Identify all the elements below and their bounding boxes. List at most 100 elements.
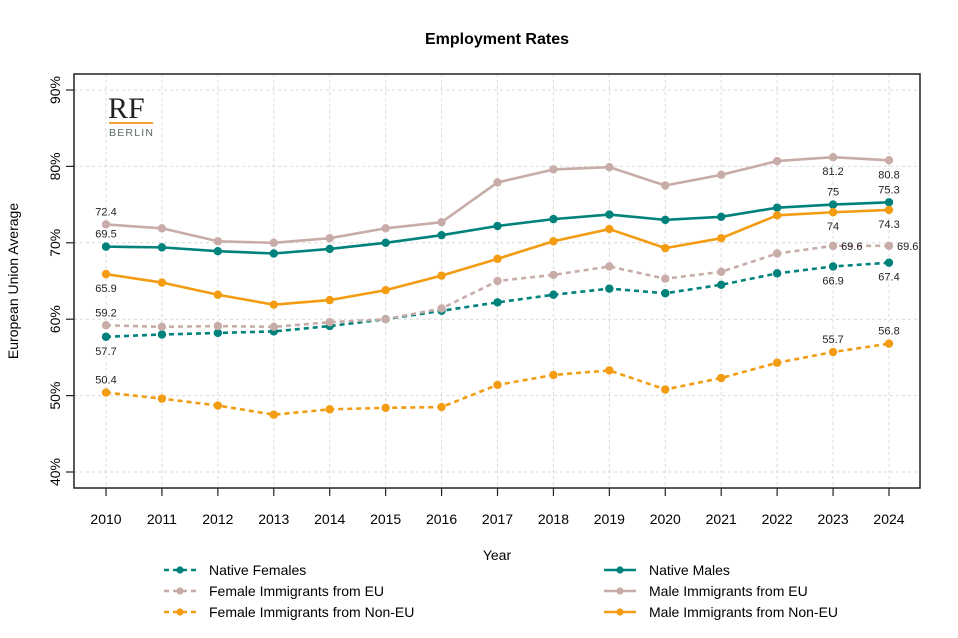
data-point-native-females bbox=[772, 269, 782, 278]
data-point-native-males bbox=[437, 230, 446, 240]
chart-title: Employment Rates bbox=[425, 31, 569, 48]
data-point-native-males bbox=[157, 243, 167, 252]
data-label-male-immigrants-from-eu: 81.2 bbox=[822, 166, 843, 178]
y-axis: 40% 50% 60% 70% 80% 90% bbox=[47, 76, 74, 486]
x-tick-label: 2010 bbox=[90, 511, 121, 527]
data-point-male-immigrants-from-eu bbox=[101, 220, 111, 229]
legend-label: Native Females bbox=[209, 562, 306, 578]
data-point-female-immigrants-from-non-eu bbox=[493, 380, 502, 390]
data-label-male-immigrants-from-non-eu: 74.3 bbox=[878, 219, 899, 231]
y-tick-label: 40% bbox=[47, 458, 63, 486]
data-label-male-immigrants-from-non-eu: 74 bbox=[827, 221, 839, 233]
x-axis-title: Year bbox=[483, 547, 512, 563]
data-point-female-immigrants-from-non-eu bbox=[381, 403, 390, 413]
data-point-male-immigrants-from-eu bbox=[213, 237, 223, 246]
y-tick-label: 80% bbox=[47, 152, 63, 180]
data-point-native-females bbox=[493, 298, 502, 307]
data-label-female-immigrants-from-non-eu: 56.8 bbox=[878, 326, 899, 338]
data-point-male-immigrants-from-eu bbox=[717, 170, 726, 180]
data-point-female-immigrants-from-non-eu bbox=[213, 401, 223, 410]
x-tick-label: 2011 bbox=[147, 511, 177, 527]
data-point-female-immigrants-from-non-eu bbox=[437, 402, 446, 412]
data-point-male-immigrants-from-eu bbox=[381, 224, 390, 233]
data-point-female-immigrants-from-eu bbox=[101, 321, 111, 330]
legend-label: Female Immigrants from Non-EU bbox=[209, 604, 414, 620]
data-label-native-females: 57.7 bbox=[95, 346, 116, 358]
data-point-native-males bbox=[661, 215, 670, 225]
data-point-male-immigrants-from-eu bbox=[661, 181, 670, 190]
data-point-native-males bbox=[381, 238, 390, 247]
data-label-native-females: 67.4 bbox=[878, 272, 899, 284]
data-point-female-immigrants-from-eu bbox=[325, 318, 334, 327]
data-label-female-immigrants-from-eu: 69.6 bbox=[897, 241, 918, 253]
legend-marker bbox=[176, 608, 184, 616]
x-tick-label: 2013 bbox=[258, 511, 289, 527]
data-point-female-immigrants-from-eu bbox=[493, 276, 502, 286]
x-tick-label: 2012 bbox=[202, 511, 233, 527]
data-point-male-immigrants-from-non-eu bbox=[605, 224, 614, 234]
data-point-male-immigrants-from-eu bbox=[884, 156, 894, 165]
data-point-female-immigrants-from-eu bbox=[269, 322, 278, 332]
y-tick-label: 60% bbox=[47, 305, 63, 333]
data-point-native-females bbox=[549, 290, 558, 299]
data-labels: 57.7 66.9 67.4 59.2 69.6 69.6 50.4 55.7 56.8 69.5… bbox=[95, 166, 918, 386]
x-tick-label: 2020 bbox=[650, 511, 681, 527]
rf-berlin-logo: RF BERLIN bbox=[108, 92, 153, 139]
data-point-native-males bbox=[884, 198, 894, 207]
x-tick-label: 2016 bbox=[426, 511, 457, 527]
data-label-female-immigrants-from-non-eu: 55.7 bbox=[822, 334, 843, 346]
data-point-female-immigrants-from-non-eu bbox=[717, 373, 726, 383]
data-point-male-immigrants-from-non-eu bbox=[493, 254, 502, 264]
data-point-native-females bbox=[213, 328, 223, 338]
data-point-native-males bbox=[101, 242, 111, 251]
x-tick-label: 2024 bbox=[873, 511, 904, 527]
data-label-male-immigrants-from-eu: 80.8 bbox=[878, 169, 899, 181]
y-tick-label: 90% bbox=[47, 76, 63, 104]
data-label-female-immigrants-from-non-eu: 50.4 bbox=[95, 375, 116, 387]
data-point-female-immigrants-from-eu bbox=[661, 274, 670, 283]
data-point-female-immigrants-from-eu bbox=[381, 315, 390, 324]
data-point-female-immigrants-from-eu bbox=[884, 241, 894, 251]
data-point-female-immigrants-from-eu bbox=[213, 321, 223, 331]
legend-marker bbox=[176, 587, 184, 595]
data-point-native-males bbox=[213, 247, 223, 256]
data-point-native-males bbox=[269, 249, 278, 258]
data-point-native-females bbox=[661, 289, 670, 298]
data-point-native-females bbox=[717, 280, 726, 290]
y-axis-title: European Union Average bbox=[5, 203, 21, 359]
data-point-male-immigrants-from-non-eu bbox=[381, 285, 390, 295]
data-point-male-immigrants-from-non-eu bbox=[717, 234, 726, 243]
data-point-female-immigrants-from-eu bbox=[605, 262, 614, 271]
legend-marker bbox=[616, 587, 624, 595]
x-axis: 2010 2011 2012 2013 2014 2015 2016 2017 2018 2019… bbox=[90, 488, 905, 527]
data-point-native-females bbox=[605, 284, 614, 293]
data-point-female-immigrants-from-non-eu bbox=[828, 347, 838, 357]
data-point-native-females bbox=[884, 258, 894, 267]
data-point-male-immigrants-from-non-eu bbox=[269, 300, 278, 309]
data-point-male-immigrants-from-non-eu bbox=[549, 237, 558, 246]
data-point-female-immigrants-from-non-eu bbox=[772, 358, 782, 367]
data-label-native-males: 75 bbox=[827, 187, 839, 199]
logo-rf-text: RF bbox=[108, 92, 145, 125]
data-point-female-immigrants-from-non-eu bbox=[269, 410, 278, 419]
data-point-native-females bbox=[101, 332, 111, 341]
data-point-native-males bbox=[325, 244, 334, 254]
data-point-male-immigrants-from-eu bbox=[157, 224, 167, 233]
data-point-native-males bbox=[549, 214, 558, 224]
legend-marker bbox=[616, 608, 624, 616]
data-point-female-immigrants-from-eu bbox=[157, 322, 167, 332]
data-point-female-immigrants-from-eu bbox=[549, 270, 558, 280]
data-label-male-immigrants-from-eu: 72.4 bbox=[95, 206, 116, 218]
data-point-female-immigrants-from-non-eu bbox=[549, 370, 558, 380]
data-point-male-immigrants-from-eu bbox=[772, 156, 782, 166]
data-point-male-immigrants-from-eu bbox=[493, 178, 502, 187]
legend-marker bbox=[176, 566, 184, 574]
data-point-male-immigrants-from-non-eu bbox=[661, 243, 670, 253]
data-point-native-males bbox=[717, 212, 726, 222]
legend: Native Females Female Immigrants from EU F… bbox=[164, 562, 838, 620]
data-point-male-immigrants-from-non-eu bbox=[884, 205, 894, 215]
legend-label: Female Immigrants from EU bbox=[209, 583, 384, 599]
data-point-male-immigrants-from-non-eu bbox=[772, 211, 782, 220]
legend-label: Native Males bbox=[649, 562, 730, 578]
